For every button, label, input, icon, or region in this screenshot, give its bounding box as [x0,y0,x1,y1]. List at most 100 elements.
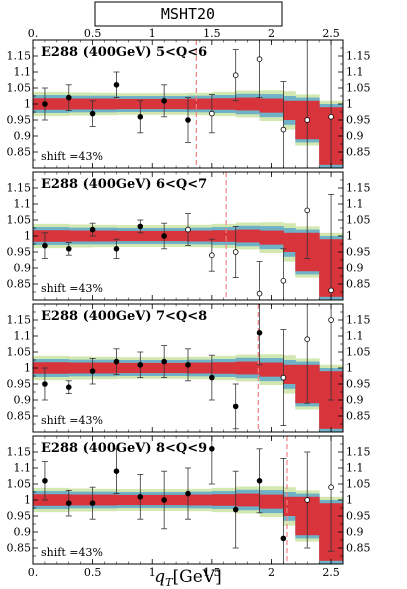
data-point [65,500,72,507]
y-tick-label-right: 1 [346,362,353,375]
y-tick-label-right: 0.85 [346,542,371,555]
data-point [232,506,239,513]
y-tick-label-left: 0.85 [7,410,32,423]
data-point [280,374,287,381]
y-tick-label-left: 1.05 [7,214,32,227]
data-point [65,94,72,101]
band-inner-segment [140,362,165,374]
data-point [161,98,167,104]
data-point [304,336,311,343]
data-point [256,477,263,484]
band-inner-segment [116,230,141,242]
y-tick-label-left: 0.95 [7,114,32,127]
y-tick-label-left: 1.15 [7,314,32,327]
data-point [137,114,144,120]
y-tick-label-right: 1.05 [346,214,371,227]
shift-label: shift =43% [41,150,103,163]
data-point [328,287,334,294]
panel-plot-area [33,40,343,168]
y-tick-label-right: 1.05 [346,82,371,95]
x-tick-label: 1.5 [203,27,221,40]
data-point [328,484,334,491]
data-point [113,468,120,475]
band-inner-segment [188,494,213,506]
y-tick-label-left: 1.15 [7,182,32,195]
panel-plot-area [33,436,343,564]
band-inner-segment [92,230,117,242]
x-tick-label: 2 [268,566,275,579]
band-inner-segment [44,362,70,374]
y-tick-label-left: 0.85 [7,146,32,159]
band-inner-segment [188,98,213,110]
panel-plot-area [33,304,343,432]
panel-title: E288 (400GeV) 8<Q<9 [41,441,207,456]
band-inner-segment [33,98,46,110]
data-point [304,117,311,123]
data-point [65,246,72,252]
band-inner-segment [283,496,296,516]
x-tick-label: 1 [149,566,156,579]
data-point [42,381,48,387]
band-inner-segment [116,362,141,374]
data-point [256,56,263,62]
header-box [94,1,283,27]
band-inner-segment [140,98,165,110]
band-inner-segment [211,230,237,242]
data-point [232,72,239,78]
band-inner-segment [116,98,141,110]
y-tick-label-left: 0.9 [14,394,32,407]
y-tick-label-left: 1.15 [7,446,32,459]
band-inner-segment [33,362,46,374]
panel-title: E288 (400GeV) 5<Q<6 [41,45,207,60]
panels-group: 0.85 0.85 0.9 0.9 0.95 0.95 1 1 1.05 1.05 1.1 1.1 1.… [7,27,371,579]
y-tick-label-right: 0.85 [346,410,371,423]
data-point [89,226,96,233]
y-tick-label-right: 0.85 [346,278,371,291]
shift-label: shift =43% [41,546,103,559]
x-tick-label: 2.5 [322,566,340,579]
y-tick-label-right: 1 [346,98,353,111]
data-point [137,223,144,230]
band-inner-segment [116,494,141,506]
y-tick-label-right: 0.95 [346,114,371,127]
y-tick-label-right: 1.1 [346,66,364,79]
y-tick-label-right: 0.95 [346,378,371,391]
band-inner-segment [211,494,237,506]
data-point [328,114,334,120]
band-inner-segment [259,98,284,113]
y-tick-label-left: 0.9 [14,526,32,539]
shift-label: shift =43% [41,414,103,427]
data-point [161,358,167,365]
y-tick-label-right: 0.9 [346,130,364,143]
data-point [185,361,191,368]
data-point [209,374,215,381]
y-tick-label-right: 0.95 [346,510,371,523]
data-point [89,500,96,507]
y-tick-label-right: 1.05 [346,478,371,491]
panel-plot-area [33,172,343,300]
y-tick-label-right: 0.9 [346,526,364,539]
panel-title: E288 (400GeV) 7<Q<8 [41,309,207,324]
y-tick-label-left: 0.85 [7,542,32,555]
band-inner-segment [44,98,70,110]
y-tick-label-left: 0.9 [14,130,32,143]
band-inner-segment [68,230,94,242]
x-tick-label: 2 [268,27,275,40]
data-point [113,246,120,252]
band-inner-segment [259,230,284,245]
data-point [89,368,96,375]
band-inner-segment [164,98,189,110]
y-tick-label-right: 1.05 [346,346,371,359]
data-point [42,477,48,484]
data-point [304,207,311,214]
band-inner-segment [283,364,296,384]
x-axis-label-unit: [GeV] [173,567,222,587]
band-inner-segment [235,97,261,111]
data-point [280,126,287,133]
data-point [137,361,144,368]
y-tick-label-right: 0.85 [346,146,371,159]
data-point [137,493,144,500]
shift-label: shift =43% [41,282,103,295]
panel-3: 0.85 0.85 0.9 0.9 0.95 0.95 1 1 1.05 1.05 1.1 1.1 1.… [7,303,371,433]
